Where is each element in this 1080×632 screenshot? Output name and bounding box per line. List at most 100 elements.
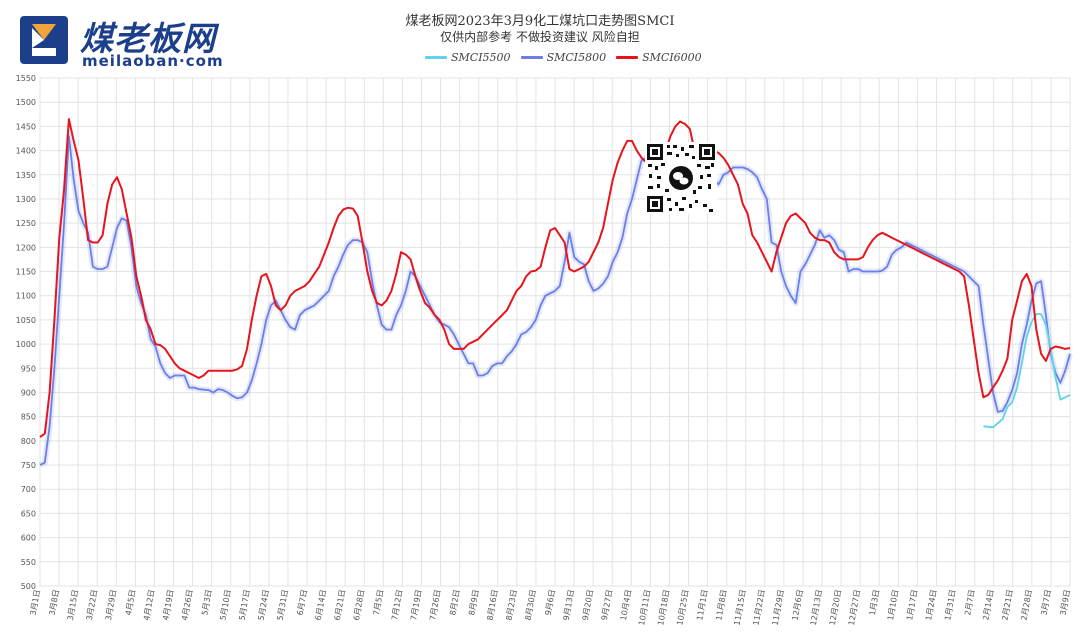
- x-tick-label: 3月1日: [29, 589, 42, 616]
- chart-title: 煤老板网2023年3月9化工煤坑口走势图SMCI: [405, 14, 675, 29]
- qr-code-image: [645, 142, 717, 214]
- x-tick-label: 8月2日: [448, 589, 461, 616]
- y-tick-label: 1550: [16, 74, 36, 83]
- legend-swatch-smci5500: [425, 55, 447, 59]
- legend-item-smci5800: SMCI5800: [520, 50, 607, 64]
- x-tick-label: 6月7日: [296, 589, 309, 616]
- x-tick-label: 1月10日: [886, 589, 900, 621]
- x-tick-label: 7月5日: [372, 589, 385, 616]
- legend-item-smci6000: SMCI6000: [616, 51, 702, 64]
- x-tick-label: 11月1日: [695, 589, 709, 621]
- y-tick-label: 650: [21, 509, 36, 518]
- x-tick-label: 7月19日: [409, 589, 423, 621]
- y-tick-label: 600: [21, 534, 36, 543]
- x-tick-label: 1月31日: [943, 589, 957, 621]
- legend-swatch-smci5800: [520, 55, 543, 59]
- x-tick-label: 8月16日: [485, 589, 499, 621]
- x-tick-label: 9月6日: [544, 589, 557, 616]
- x-tick-label: 3月7日: [1039, 589, 1052, 616]
- y-tick-label: 750: [21, 461, 36, 470]
- x-tick-label: 7月26日: [428, 589, 442, 621]
- x-tick-label: 11月8日: [714, 589, 728, 621]
- legend-label-smci5800: SMCI5800: [546, 50, 607, 64]
- y-tick-label: 1250: [16, 219, 36, 228]
- y-tick-label: 1150: [16, 268, 36, 277]
- x-tick-label: 5月10日: [218, 589, 232, 621]
- x-tick-label: 11月22日: [752, 589, 767, 626]
- x-tick-label: 6月21日: [333, 589, 347, 621]
- y-tick-label: 1000: [16, 340, 36, 349]
- y-tick-label: 1100: [16, 292, 36, 301]
- y-tick-label: 1200: [16, 243, 36, 252]
- x-tick-label: 11月15日: [733, 589, 748, 626]
- logo-mark-icon: [20, 16, 68, 64]
- x-tick-label: 3月15日: [66, 589, 80, 621]
- series-line-smci6000: [39, 118, 1071, 438]
- x-tick-label: 2月28日: [1020, 589, 1034, 621]
- y-tick-label: 700: [21, 485, 36, 494]
- x-tick-label: 3月22日: [85, 589, 99, 621]
- legend-label-smci5500: SMCI5500: [451, 50, 511, 64]
- x-tick-label: 7月12日: [390, 589, 404, 621]
- x-tick-label: 1月24日: [924, 589, 938, 621]
- x-tick-label: 1月17日: [905, 589, 919, 621]
- series-line-smci5500: [983, 313, 1071, 429]
- x-tick-label: 6月14日: [314, 589, 328, 621]
- legend-label-smci6000: SMCI6000: [642, 50, 702, 64]
- x-tick-label: 5月17日: [237, 589, 251, 621]
- x-tick-label: 10月25日: [675, 589, 690, 626]
- x-tick-label: 5月3日: [200, 589, 213, 616]
- y-tick-label: 900: [21, 388, 36, 397]
- y-tick-label: 1300: [16, 195, 36, 204]
- x-tick-label: 10月18日: [656, 589, 671, 626]
- x-tick-label: 1月3日: [868, 589, 881, 616]
- x-tick-label: 12月20日: [828, 589, 843, 626]
- series-lines: [38, 118, 1073, 468]
- x-tick-label: 12月13日: [809, 589, 824, 626]
- x-tick-label: 4月12日: [142, 589, 156, 621]
- y-tick-label: 800: [21, 437, 36, 446]
- x-tick-label: 2月7日: [963, 589, 976, 616]
- x-tick-label: 2月21日: [1000, 589, 1014, 621]
- logo-text-cn: 煤老板网: [80, 19, 216, 58]
- y-tick-label: 950: [21, 364, 36, 373]
- y-tick-label: 850: [21, 413, 36, 422]
- x-tick-label: 4月26日: [180, 589, 194, 621]
- chart-legend: SMCI5500 SMCI5800 SMCI6000: [425, 48, 712, 66]
- chart-subtitle: 仅供内部参考 不做投资建议 风险自担: [440, 30, 640, 44]
- y-tick-label: 1350: [16, 171, 36, 180]
- x-tick-label: 8月9日: [467, 589, 480, 616]
- y-tick-label: 1400: [16, 147, 36, 156]
- x-tick-label: 3月29日: [104, 589, 118, 621]
- x-tick-label: 5月31日: [276, 589, 290, 621]
- x-tick-label: 12月6日: [791, 589, 805, 621]
- logo-text-domain: meilaoban·com: [82, 52, 224, 70]
- x-tick-label: 10月11日: [637, 589, 652, 626]
- x-tick-label: 9月20日: [581, 589, 595, 621]
- chart-grid: [39, 77, 1071, 587]
- brand-logo: 煤老板网 meilaoban·com: [18, 12, 268, 70]
- x-axis-ticks: 3月1日 3月8日 3月15日 3月22日 3月29日 4月5日 4月12日 4月19日 4月2…: [29, 589, 1072, 626]
- x-tick-label: 9月27日: [600, 589, 614, 621]
- y-tick-label: 500: [21, 582, 36, 591]
- y-tick-label: 550: [21, 558, 36, 567]
- x-tick-label: 12月27日: [847, 589, 862, 626]
- y-axis-ticks: 500 550 600 650 700 750 800 850 900 950 1000 1050 11…: [16, 74, 36, 591]
- x-tick-label: 4月19日: [161, 589, 175, 621]
- x-tick-label: 8月23日: [505, 589, 519, 621]
- x-tick-label: 5月24日: [257, 589, 271, 621]
- x-tick-label: 6月28日: [352, 589, 366, 621]
- series-line-smci5800: [39, 135, 1071, 466]
- x-tick-label: 9月13日: [562, 589, 576, 621]
- x-tick-label: 2月14日: [981, 589, 995, 621]
- x-tick-label: 11月29日: [771, 589, 786, 626]
- x-tick-label: 3月9日: [1059, 589, 1072, 616]
- legend-swatch-smci6000: [616, 55, 639, 59]
- x-tick-label: 4月5日: [124, 589, 137, 616]
- y-tick-label: 1050: [16, 316, 36, 325]
- x-tick-label: 3月8日: [48, 589, 61, 616]
- y-tick-label: 1500: [16, 98, 36, 107]
- x-tick-label: 10月4日: [619, 589, 633, 621]
- x-tick-label: 8月30日: [524, 589, 538, 621]
